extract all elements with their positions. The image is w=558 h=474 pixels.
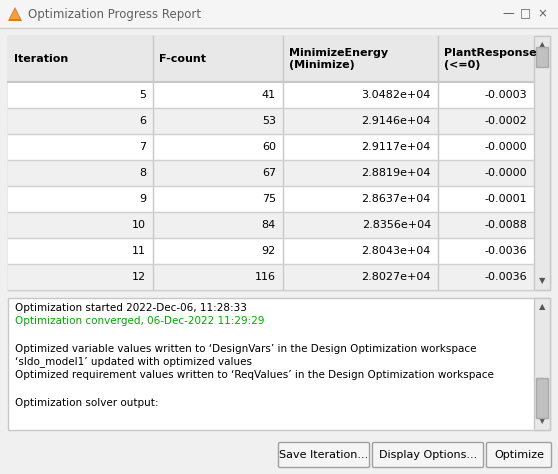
Text: ▼: ▼ — [539, 417, 545, 426]
Bar — [8, 134, 534, 160]
Text: 92: 92 — [262, 246, 276, 256]
Text: 7: 7 — [139, 142, 146, 152]
Text: -0.0003: -0.0003 — [484, 90, 527, 100]
Text: Iteration: Iteration — [14, 54, 68, 64]
Bar — [8, 264, 534, 290]
Bar — [534, 298, 550, 430]
Text: ▼: ▼ — [539, 276, 545, 285]
Text: Display Options...: Display Options... — [379, 450, 477, 460]
Bar — [536, 378, 548, 418]
Text: Optimization solver output:: Optimization solver output: — [15, 398, 158, 408]
Text: 6: 6 — [139, 116, 146, 126]
Text: 8: 8 — [139, 168, 146, 178]
Text: 3.0482e+04: 3.0482e+04 — [362, 90, 431, 100]
Text: -0.0001: -0.0001 — [484, 194, 527, 204]
Bar — [0, 0, 558, 28]
Text: -0.0000: -0.0000 — [484, 142, 527, 152]
Text: ▲: ▲ — [539, 302, 545, 311]
Text: 2.8043e+04: 2.8043e+04 — [362, 246, 431, 256]
Text: Optimize: Optimize — [494, 450, 544, 460]
Bar — [8, 212, 534, 238]
Text: 41: 41 — [262, 90, 276, 100]
FancyBboxPatch shape — [278, 443, 369, 467]
Bar — [8, 298, 550, 430]
Text: 10: 10 — [132, 220, 146, 230]
FancyBboxPatch shape — [373, 443, 483, 467]
Polygon shape — [10, 9, 20, 19]
Text: 116: 116 — [255, 272, 276, 282]
Bar — [8, 108, 534, 134]
Text: 53: 53 — [262, 116, 276, 126]
Text: 2.8637e+04: 2.8637e+04 — [362, 194, 431, 204]
Bar — [8, 82, 534, 108]
Bar — [536, 47, 548, 67]
Text: ‘sldo_model1’ updated with optimized values: ‘sldo_model1’ updated with optimized val… — [15, 356, 252, 367]
Polygon shape — [8, 7, 22, 21]
Text: Optimized variable values written to ‘DesignVars’ in the Design Optimization wor: Optimized variable values written to ‘De… — [15, 344, 477, 354]
Bar — [8, 160, 534, 186]
Text: PlantResponse
(<=0): PlantResponse (<=0) — [444, 48, 537, 70]
Text: ×: × — [537, 8, 547, 20]
FancyBboxPatch shape — [487, 443, 551, 467]
Text: F-count: F-count — [159, 54, 206, 64]
Text: 84: 84 — [262, 220, 276, 230]
Text: Optimized requirement values written to ‘ReqValues’ in the Design Optimization w: Optimized requirement values written to … — [15, 371, 494, 381]
Text: ▲: ▲ — [539, 40, 545, 49]
Bar — [8, 238, 534, 264]
Text: 2.8027e+04: 2.8027e+04 — [362, 272, 431, 282]
Text: 67: 67 — [262, 168, 276, 178]
Text: 2.9117e+04: 2.9117e+04 — [362, 142, 431, 152]
Text: 12: 12 — [132, 272, 146, 282]
Text: 9: 9 — [139, 194, 146, 204]
Text: —: — — [502, 8, 514, 20]
Text: -0.0036: -0.0036 — [484, 272, 527, 282]
Text: Save Iteration...: Save Iteration... — [280, 450, 369, 460]
Text: -0.0036: -0.0036 — [484, 246, 527, 256]
Bar — [534, 298, 550, 430]
Text: Optimization Progress Report: Optimization Progress Report — [28, 8, 201, 20]
Bar — [8, 186, 534, 212]
Text: -0.0002: -0.0002 — [484, 116, 527, 126]
Text: 2.9146e+04: 2.9146e+04 — [362, 116, 431, 126]
Text: 5: 5 — [139, 90, 146, 100]
Bar — [534, 36, 550, 290]
Text: -0.0000: -0.0000 — [484, 168, 527, 178]
Text: Optimization started 2022-Dec-06, 11:28:33: Optimization started 2022-Dec-06, 11:28:… — [15, 303, 247, 313]
Text: 2.8819e+04: 2.8819e+04 — [362, 168, 431, 178]
Text: 75: 75 — [262, 194, 276, 204]
Text: 2.8356e+04: 2.8356e+04 — [362, 220, 431, 230]
Text: -0.0088: -0.0088 — [484, 220, 527, 230]
Text: 60: 60 — [262, 142, 276, 152]
Bar — [534, 36, 550, 290]
Bar — [8, 36, 550, 290]
Text: 11: 11 — [132, 246, 146, 256]
Bar — [8, 36, 534, 82]
Text: MinimizeEnergy
(Minimize): MinimizeEnergy (Minimize) — [289, 48, 388, 70]
Text: □: □ — [519, 8, 531, 20]
Text: Optimization converged, 06-Dec-2022 11:29:29: Optimization converged, 06-Dec-2022 11:2… — [15, 317, 264, 327]
